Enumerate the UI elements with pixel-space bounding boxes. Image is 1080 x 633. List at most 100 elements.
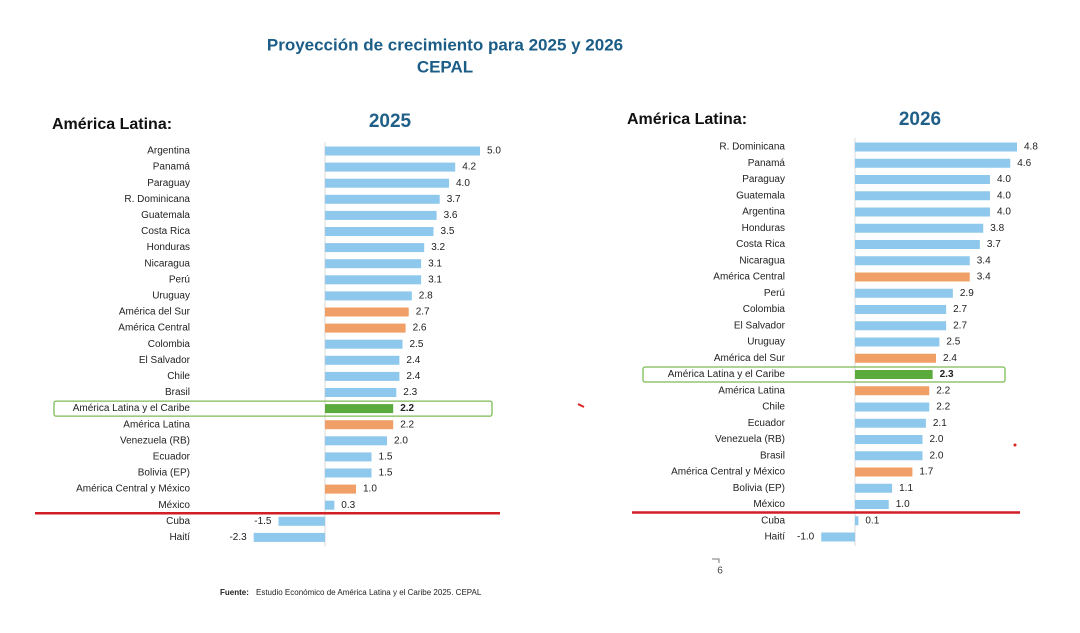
value-label: 2.7 [953, 304, 967, 315]
bar [325, 500, 335, 510]
category-label: Haití [169, 532, 190, 543]
value-label: 2.2 [400, 403, 414, 414]
highlight-box [642, 366, 1006, 383]
category-label: Venezuela (RB) [715, 434, 785, 445]
value-label: 1.0 [896, 499, 910, 510]
value-label: 4.6 [1017, 158, 1031, 169]
category-label: Panamá [748, 158, 786, 169]
category-label: México [158, 500, 190, 511]
chart-label: América Latina: [627, 111, 747, 128]
bar [855, 435, 923, 444]
value-label: 3.1 [428, 258, 442, 269]
category-label: América Latina [123, 419, 190, 430]
bar [325, 243, 425, 253]
category-label: Brasil [165, 387, 190, 398]
bar [325, 404, 394, 414]
value-label: 2.4 [406, 355, 420, 366]
bar [325, 275, 422, 285]
value-label: 1.7 [919, 467, 933, 478]
category-label: América del Sur [714, 353, 786, 364]
value-label: 2.3 [403, 387, 417, 398]
category-label: Guatemala [141, 210, 190, 221]
category-label: América Central [118, 323, 190, 334]
category-label: Guatemala [736, 190, 785, 201]
category-label: América Central [713, 272, 785, 283]
bar [325, 227, 434, 236]
category-label: Uruguay [747, 337, 785, 348]
bar [325, 323, 406, 333]
bar [325, 291, 412, 301]
category-label: Haití [764, 532, 785, 543]
category-label: Chile [762, 402, 785, 413]
bar [855, 402, 930, 412]
bar [325, 339, 403, 349]
bar [325, 194, 440, 204]
page-mark [712, 558, 720, 563]
category-label: Nicaragua [739, 255, 785, 266]
value-label: 2.1 [933, 418, 947, 429]
bar [278, 516, 325, 526]
bar [855, 142, 1017, 152]
stray-mark [577, 403, 585, 408]
value-label: 2.8 [419, 291, 433, 302]
category-label: Brasil [760, 450, 785, 461]
bar [325, 436, 387, 446]
bar [855, 240, 980, 249]
highlight-box [53, 400, 493, 417]
bar [325, 210, 437, 220]
category-label: El Salvador [734, 320, 786, 331]
slide-title: Proyección de crecimiento para 2025 y 20… [267, 35, 623, 54]
bar [855, 288, 953, 298]
category-label: América Central y México [76, 484, 190, 495]
value-label: 4.0 [997, 207, 1011, 218]
value-label: 5.0 [487, 146, 501, 157]
value-label: 2.4 [406, 371, 420, 382]
bar [325, 355, 400, 365]
value-label: 3.8 [990, 223, 1004, 234]
chart-title: 2025 [369, 111, 412, 132]
bar [325, 307, 409, 317]
category-label: Argentina [147, 146, 190, 157]
category-label: Panamá [153, 162, 191, 173]
bar [855, 418, 926, 428]
bar [855, 207, 990, 217]
bar [253, 532, 325, 542]
value-label: -2.3 [229, 532, 247, 543]
category-label: Costa Rica [736, 239, 785, 250]
slide-subtitle: CEPAL [417, 57, 473, 76]
category-label: Chile [167, 371, 190, 382]
category-label: El Salvador [139, 355, 191, 366]
bar [855, 500, 889, 509]
bar [855, 223, 984, 233]
value-label: 1.0 [363, 484, 377, 495]
bar [325, 371, 400, 381]
bar [325, 468, 372, 478]
bar [855, 321, 947, 331]
category-label: Honduras [147, 242, 190, 253]
category-label: R. Dominicana [719, 142, 785, 153]
bar [325, 146, 480, 156]
value-label: 4.0 [997, 190, 1011, 201]
value-label: 2.0 [930, 434, 944, 445]
category-label: Perú [169, 274, 190, 285]
value-label: 2.0 [930, 450, 944, 461]
category-label: Colombia [743, 304, 786, 315]
category-label: Honduras [742, 223, 785, 234]
chart-label: América Latina: [52, 116, 172, 133]
value-label: -1.5 [254, 516, 272, 527]
category-label: Paraguay [742, 174, 785, 185]
category-label: Paraguay [147, 178, 190, 189]
value-label: 1.5 [379, 452, 393, 463]
category-label: Ecuador [153, 452, 191, 463]
category-label: América del Sur [119, 307, 191, 318]
category-label: R. Dominicana [124, 194, 190, 205]
value-label: 2.0 [394, 435, 408, 446]
category-label: Argentina [742, 207, 785, 218]
value-label: 2.9 [960, 288, 974, 299]
category-label: Colombia [148, 339, 191, 350]
bar [855, 467, 913, 477]
value-label: 2.2 [936, 402, 950, 413]
page-number: 6 [717, 566, 723, 577]
bar [325, 178, 449, 188]
value-label: 2.5 [410, 339, 424, 350]
